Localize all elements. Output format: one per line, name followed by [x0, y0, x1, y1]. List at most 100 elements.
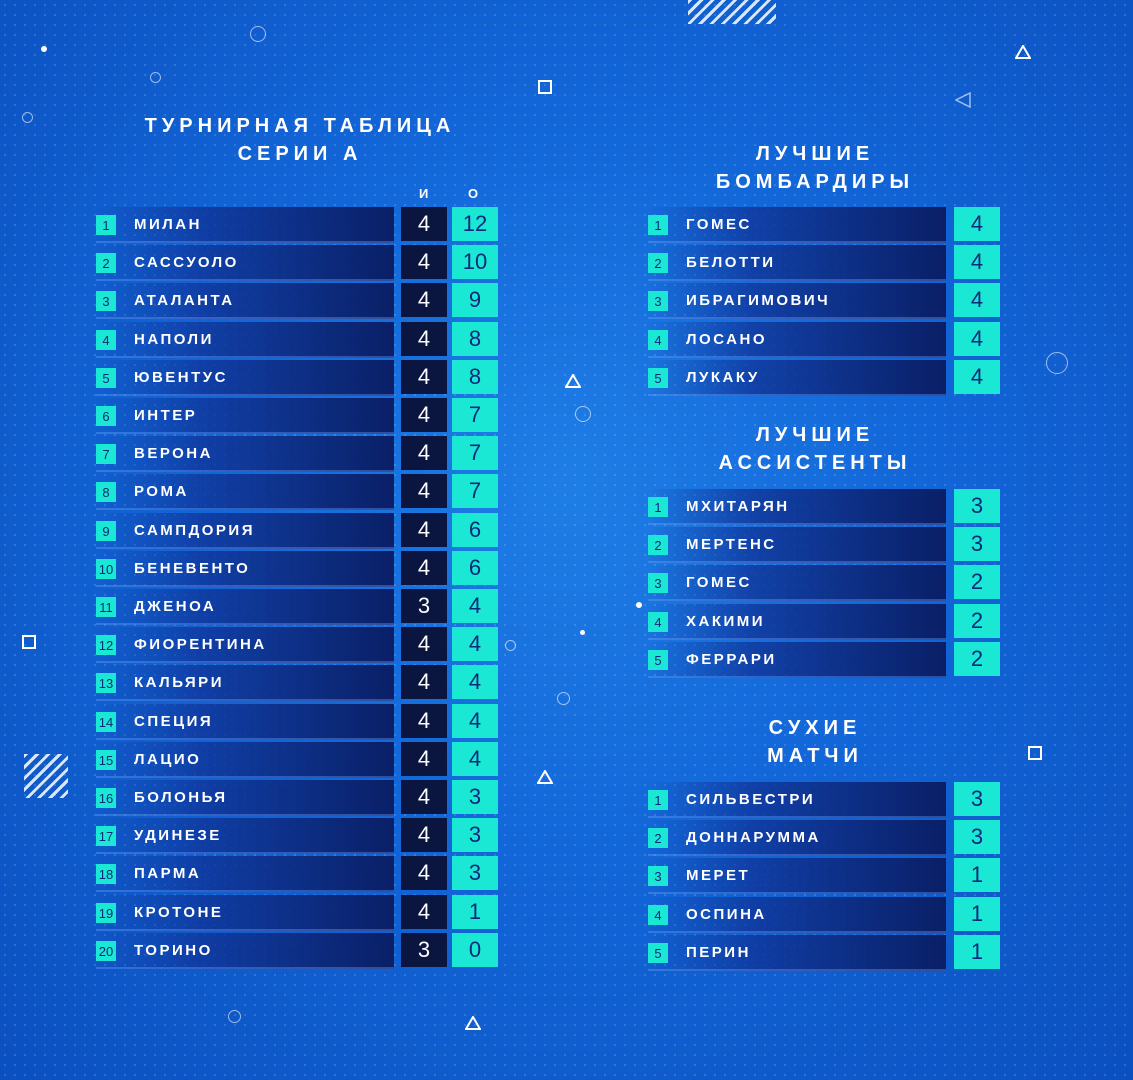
dot-decoration: [41, 46, 47, 52]
table-row: 19 КРОТОНЕ 4 1: [96, 895, 498, 931]
row-bar: [96, 474, 394, 510]
stat-value: 4: [954, 283, 1000, 317]
player-name: БЕЛОТТИ: [686, 254, 776, 271]
team-name: КАЛЬЯРИ: [134, 674, 224, 691]
position-badge: 16: [96, 788, 116, 808]
square-decoration: [1028, 746, 1042, 760]
points: 7: [452, 436, 498, 470]
position-badge: 2: [648, 253, 668, 273]
list-item: 2 ДОННАРУММА 3: [648, 820, 1000, 856]
row-bar: [648, 527, 946, 563]
position-badge: 15: [96, 750, 116, 770]
player-name: СИЛЬВЕСТРИ: [686, 791, 816, 808]
games-played: 4: [401, 856, 447, 890]
team-name: БОЛОНЬЯ: [134, 789, 228, 806]
games-played: 4: [401, 322, 447, 356]
table-row: 16 БОЛОНЬЯ 4 3: [96, 780, 498, 816]
table-row: 15 ЛАЦИО 4 4: [96, 742, 498, 778]
team-name: МИЛАН: [134, 216, 202, 233]
triangle-decoration: [537, 770, 553, 784]
points: 4: [452, 589, 498, 623]
row-bar: [96, 742, 394, 778]
row-bar: [648, 820, 946, 856]
square-decoration: [538, 80, 552, 94]
position-badge: 11: [96, 597, 116, 617]
stat-value: 2: [954, 604, 1000, 638]
circle-decoration: [228, 1010, 241, 1023]
row-bar: [648, 489, 946, 525]
table-row: 20 ТОРИНО 3 0: [96, 933, 498, 969]
assists-title: ЛУЧШИЕ АССИСТЕНТЫ: [650, 421, 980, 477]
team-name: СПЕЦИЯ: [134, 713, 214, 730]
team-name: АТАЛАНТА: [134, 292, 235, 309]
row-bar: [96, 856, 394, 892]
row-bar: [96, 665, 394, 701]
circle-decoration: [250, 26, 266, 42]
circle-decoration: [150, 72, 161, 83]
table-row: 1 МИЛАН 4 12: [96, 207, 498, 243]
position-badge: 3: [648, 573, 668, 593]
clean-sheets-title-line2: МАТЧИ: [767, 745, 863, 767]
games-played: 4: [401, 665, 447, 699]
row-bar: [96, 895, 394, 931]
games-played: 4: [401, 245, 447, 279]
row-bar: [648, 245, 946, 281]
position-badge: 1: [648, 215, 668, 235]
list-item: 5 ФЕРРАРИ 2: [648, 642, 1000, 678]
position-badge: 12: [96, 635, 116, 655]
table-row: 7 ВЕРОНА 4 7: [96, 436, 498, 472]
row-bar: [648, 207, 946, 243]
row-bar: [648, 322, 946, 358]
stat-value: 4: [954, 245, 1000, 279]
row-bar: [96, 436, 394, 472]
stat-value: 1: [954, 935, 1000, 969]
position-badge: 18: [96, 864, 116, 884]
games-played: 4: [401, 818, 447, 852]
player-name: ФЕРРАРИ: [686, 651, 777, 668]
row-bar: [96, 589, 394, 625]
table-row: 12 ФИОРЕНТИНА 4 4: [96, 627, 498, 663]
team-name: НАПОЛИ: [134, 331, 214, 348]
position-badge: 4: [96, 330, 116, 350]
position-badge: 5: [648, 943, 668, 963]
stat-value: 1: [954, 858, 1000, 892]
list-item: 1 МХИТАРЯН 3: [648, 489, 1000, 525]
list-item: 1 СИЛЬВЕСТРИ 3: [648, 782, 1000, 818]
team-name: САССУОЛО: [134, 254, 239, 271]
player-name: МХИТАРЯН: [686, 498, 790, 515]
league-table-title-line2: СЕРИИ А: [237, 143, 363, 165]
clean-sheets-title: СУХИЕ МАТЧИ: [650, 714, 980, 770]
table-row: 9 САМПДОРИЯ 4 6: [96, 513, 498, 549]
circle-decoration: [22, 112, 33, 123]
position-badge: 3: [96, 291, 116, 311]
position-badge: 10: [96, 559, 116, 579]
team-name: ИНТЕР: [134, 407, 198, 424]
column-header-games: И: [419, 186, 430, 201]
points: 4: [452, 627, 498, 661]
triangle-decoration: [465, 1016, 481, 1030]
games-played: 4: [401, 474, 447, 508]
points: 9: [452, 283, 498, 317]
scorers-title-line1: ЛУЧШИЕ: [755, 143, 875, 165]
games-played: 3: [401, 589, 447, 623]
position-badge: 4: [648, 612, 668, 632]
games-played: 4: [401, 436, 447, 470]
hatch-decoration: [24, 754, 68, 798]
league-table-title-line1: ТУРНИРНАЯ ТАБЛИЦА: [144, 115, 456, 137]
points: 10: [452, 245, 498, 279]
circle-decoration: [505, 640, 516, 651]
points: 1: [452, 895, 498, 929]
row-bar: [96, 398, 394, 434]
row-bar: [96, 322, 394, 358]
stat-value: 3: [954, 820, 1000, 854]
points: 7: [452, 398, 498, 432]
points: 4: [452, 665, 498, 699]
points: 8: [452, 360, 498, 394]
list-item: 2 МЕРТЕНС 3: [648, 527, 1000, 563]
points: 4: [452, 704, 498, 738]
row-bar: [96, 627, 394, 663]
games-played: 4: [401, 360, 447, 394]
stat-value: 4: [954, 207, 1000, 241]
points: 8: [452, 322, 498, 356]
player-name: ИБРАГИМОВИЧ: [686, 292, 831, 309]
